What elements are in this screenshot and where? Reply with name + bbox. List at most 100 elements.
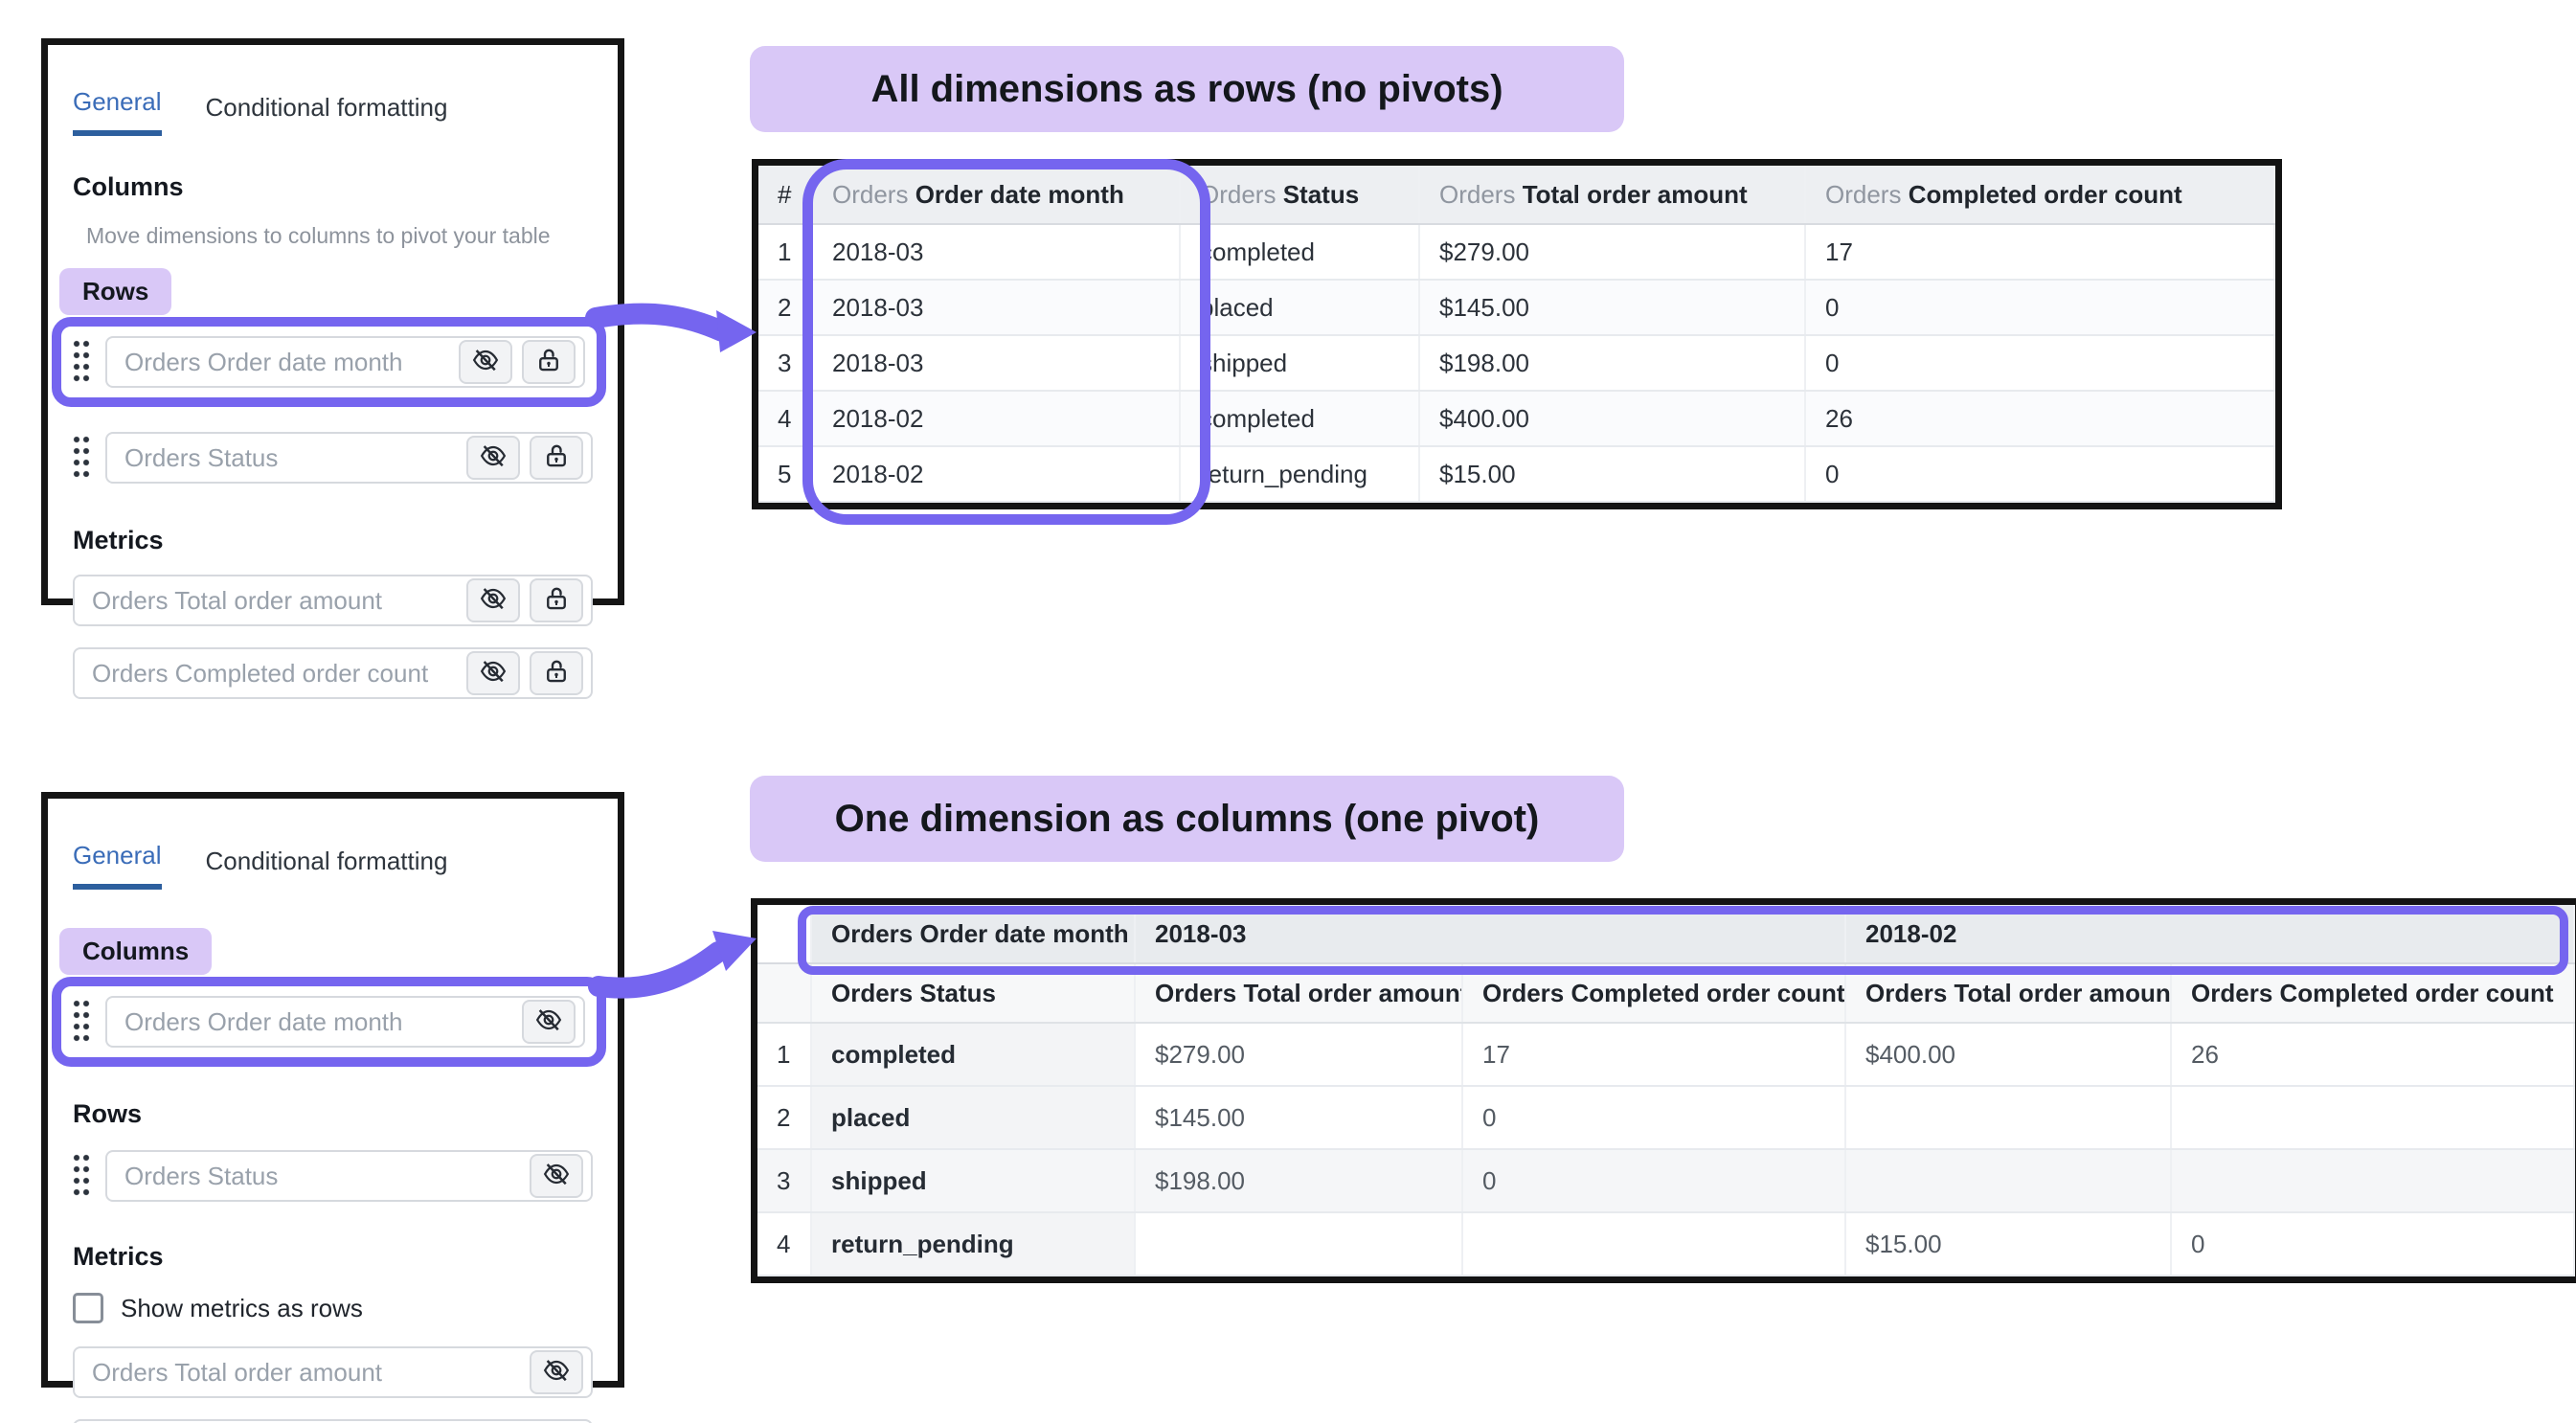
amount-cell[interactable]: $279.00 [1135,1023,1463,1087]
eye-slash-icon [479,441,508,475]
row-field-status[interactable]: Orders Status [105,432,593,484]
lock-open-icon [542,657,571,690]
metric-field-completed-order-count[interactable]: Orders Completed order count [73,1419,593,1423]
count-cell[interactable] [1462,1212,1847,1276]
hide-field-button[interactable] [530,1154,583,1198]
lock-field-button[interactable] [530,651,583,695]
status-cell[interactable]: completed [1180,391,1420,447]
amount-cell[interactable]: $400.00 [1845,1023,2173,1087]
status-cell[interactable]: completed [1180,224,1420,281]
header-prefix: Orders [1825,179,1902,209]
col-header-completed-order-count[interactable]: Orders Completed order count [1805,166,2275,225]
lock-field-button[interactable] [530,578,583,622]
count-cell[interactable]: 0 [1805,335,2275,392]
status-cell[interactable]: placed [1180,280,1420,336]
pivot-header-row: Orders Order date month 2018-03 2018-02 [757,905,2576,964]
amount-cell[interactable]: $145.00 [1135,1086,1463,1150]
lock-field-button[interactable] [530,436,583,480]
table-row: 1 2018-03 completed $279.00 17 [758,224,2275,281]
count-cell[interactable]: 0 [1462,1086,1847,1150]
hide-field-button[interactable] [466,651,520,695]
col-header-status[interactable]: Orders Status [811,963,1136,1024]
status-cell[interactable]: return_pending [1180,446,1420,503]
col-header-order-date-month[interactable]: Orders Order date month [812,166,1181,225]
col-header-row-number[interactable]: # [758,166,813,225]
count-cell[interactable]: 17 [1462,1023,1847,1087]
count-cell[interactable]: 17 [1805,224,2275,281]
settings-tabs: General Conditional formatting [73,87,593,136]
drag-handle-icon[interactable] [73,1000,90,1044]
col-header-completed-order-count-1[interactable]: Orders Completed order count [1462,963,1847,1024]
status-cell[interactable]: return_pending [811,1212,1136,1276]
amount-cell[interactable]: $145.00 [1419,280,1806,336]
column-field-order-date-month[interactable]: Orders Order date month [105,996,585,1048]
amount-cell[interactable]: $198.00 [1135,1149,1463,1213]
metric-field-completed-order-count[interactable]: Orders Completed order count [73,647,593,699]
count-cell[interactable]: 26 [2171,1023,2576,1087]
amount-cell[interactable]: $400.00 [1419,391,1806,447]
table-row: 4 return_pending $15.00 0 [757,1212,2576,1276]
row-field-status[interactable]: Orders Status [105,1150,593,1202]
tab-conditional-formatting[interactable]: Conditional formatting [205,93,448,122]
field-label: Orders Status [124,1161,279,1190]
hide-field-button[interactable] [522,1000,576,1044]
status-cell[interactable]: completed [811,1023,1136,1087]
count-cell[interactable]: 0 [1462,1149,1847,1213]
col-header-total-order-amount[interactable]: Orders Total order amount [1419,166,1806,225]
row-number-cell: 3 [758,335,813,392]
pivot-dimension-label[interactable]: Orders Order date month [811,905,1136,964]
pivot-value-2018-03[interactable]: 2018-03 [1135,905,1847,964]
count-cell[interactable]: 0 [1805,280,2275,336]
amount-cell[interactable] [1845,1149,2173,1213]
drag-handle-icon[interactable] [73,1154,90,1198]
table-one-pivot: Orders Order date month 2018-03 2018-02 … [751,898,2576,1283]
count-cell[interactable]: 0 [1805,446,2275,503]
rows-heading-highlight: Rows [59,268,172,315]
hide-field-button[interactable] [530,1350,583,1394]
amount-cell[interactable]: $198.00 [1419,335,1806,392]
col-header-total-order-amount-2[interactable]: Orders Total order amount [1845,963,2173,1024]
table-row: 5 2018-02 return_pending $15.00 0 [758,446,2275,503]
amount-cell[interactable]: $279.00 [1419,224,1806,281]
date-cell[interactable]: 2018-03 [812,280,1181,336]
lock-field-button[interactable] [522,340,576,384]
status-cell[interactable]: shipped [1180,335,1420,392]
amount-cell[interactable]: $15.00 [1845,1212,2173,1276]
field-label: Orders Completed order count [92,658,429,688]
drag-handle-icon[interactable] [73,436,90,480]
hide-field-button[interactable] [466,436,520,480]
pivot-value-2018-02[interactable]: 2018-02 [1845,905,2576,964]
tab-general[interactable]: General [73,841,162,890]
tab-conditional-formatting[interactable]: Conditional formatting [205,847,448,875]
row-field-order-date-month[interactable]: Orders Order date month [105,336,585,388]
status-cell[interactable]: shipped [811,1149,1136,1213]
col-header-status[interactable]: Orders Status [1180,166,1420,225]
count-cell[interactable] [2171,1086,2576,1150]
tab-general[interactable]: General [73,87,162,136]
count-cell[interactable]: 26 [1805,391,2275,447]
date-cell[interactable]: 2018-02 [812,446,1181,503]
count-cell[interactable] [2171,1149,2576,1213]
show-metrics-as-rows-checkbox[interactable] [73,1293,103,1323]
hide-field-button[interactable] [466,578,520,622]
count-cell[interactable]: 0 [2171,1212,2576,1276]
highlighted-column-field-wrapper: Orders Order date month [52,977,606,1067]
row-field-row: Orders Status [73,432,593,484]
date-cell[interactable]: 2018-02 [812,391,1181,447]
col-header-completed-order-count-2[interactable]: Orders Completed order count [2171,963,2576,1024]
status-cell[interactable]: placed [811,1086,1136,1150]
col-header-total-order-amount-1[interactable]: Orders Total order amount [1135,963,1463,1024]
metrics-heading: Metrics [73,526,164,554]
drag-handle-icon[interactable] [73,340,90,384]
hide-field-button[interactable] [459,340,512,384]
metric-field-total-order-amount[interactable]: Orders Total order amount [73,1346,593,1398]
metric-field-total-order-amount[interactable]: Orders Total order amount [73,575,593,626]
date-cell[interactable]: 2018-03 [812,224,1181,281]
amount-cell[interactable] [1135,1212,1463,1276]
field-label: Orders Order date month [124,1006,403,1036]
rows-heading: Rows [73,1099,143,1128]
amount-cell[interactable] [1845,1086,2173,1150]
amount-cell[interactable]: $15.00 [1419,446,1806,503]
columns-heading-highlight: Columns [59,928,213,975]
date-cell[interactable]: 2018-03 [812,335,1181,392]
